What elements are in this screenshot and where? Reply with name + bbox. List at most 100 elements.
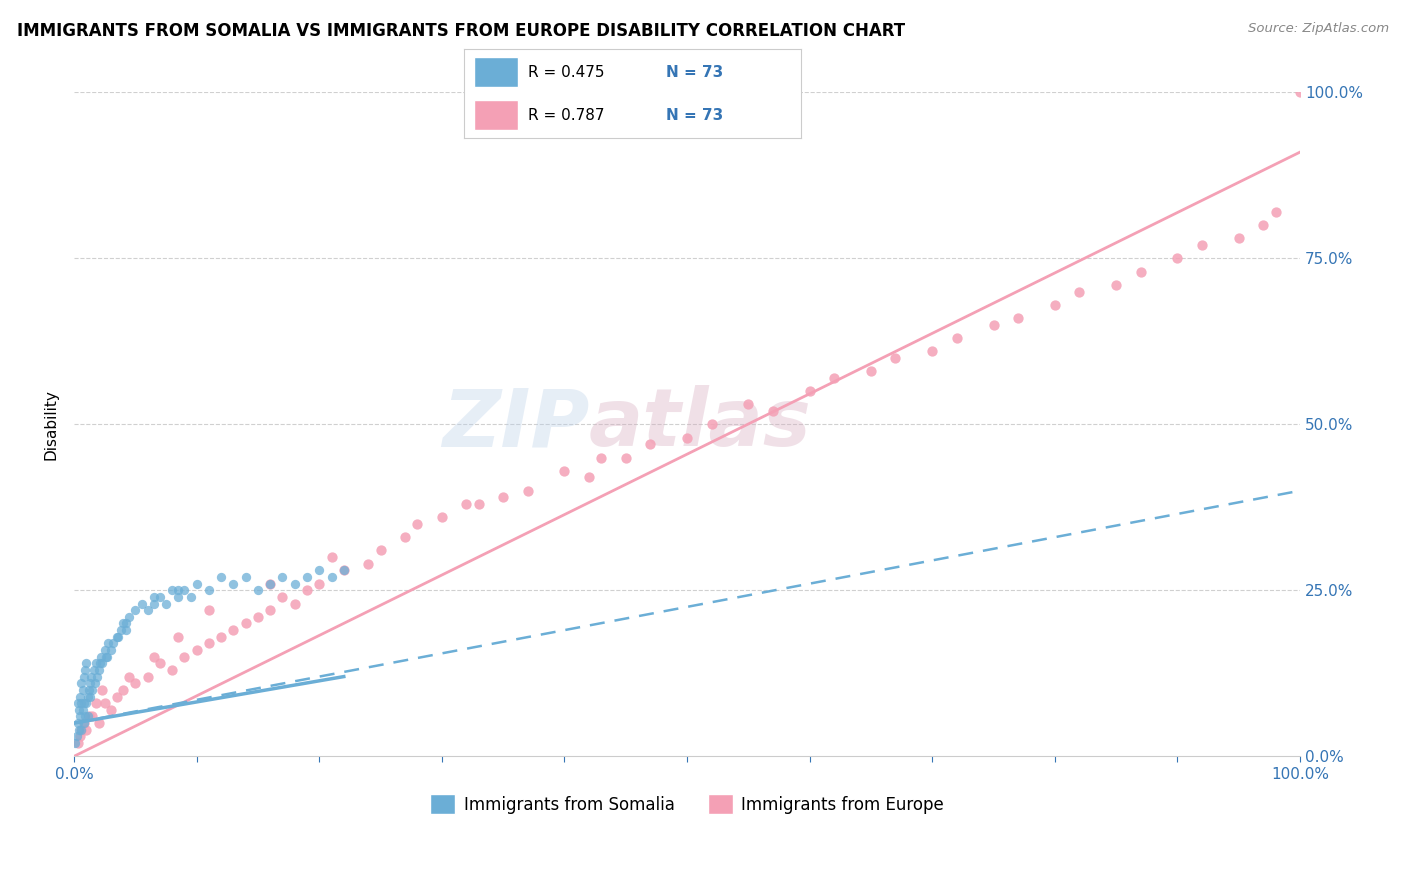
Point <box>142 649 165 664</box>
Point <box>859 364 882 378</box>
Point <box>676 431 699 445</box>
Point <box>73 670 96 684</box>
FancyBboxPatch shape <box>474 57 517 87</box>
Point <box>75 663 97 677</box>
Point <box>105 630 128 644</box>
Point <box>73 716 96 731</box>
Point <box>155 597 177 611</box>
Point <box>73 696 96 710</box>
Point <box>118 610 141 624</box>
Point <box>90 649 112 664</box>
Point <box>91 657 114 671</box>
Point <box>394 530 416 544</box>
Point <box>105 690 128 704</box>
Point <box>114 623 136 637</box>
Point <box>83 663 105 677</box>
Text: N = 73: N = 73 <box>666 65 724 79</box>
Point <box>246 583 269 598</box>
Point <box>73 716 96 731</box>
Point <box>66 736 89 750</box>
Point <box>370 543 392 558</box>
Point <box>67 703 90 717</box>
Point <box>149 657 172 671</box>
FancyBboxPatch shape <box>474 100 517 130</box>
Point <box>100 643 122 657</box>
Point <box>209 570 232 584</box>
Point <box>1043 298 1066 312</box>
Point <box>66 716 89 731</box>
Point <box>198 583 221 598</box>
Point <box>77 709 100 723</box>
Point <box>79 676 101 690</box>
Point <box>222 576 245 591</box>
Point <box>160 583 183 598</box>
Point <box>198 603 221 617</box>
Point <box>131 597 153 611</box>
Point <box>467 497 489 511</box>
Text: Source: ZipAtlas.com: Source: ZipAtlas.com <box>1249 22 1389 36</box>
Point <box>87 663 110 677</box>
Point <box>70 723 93 737</box>
Point <box>114 616 136 631</box>
Point <box>77 682 100 697</box>
Point <box>284 597 307 611</box>
Point <box>167 583 190 598</box>
Point <box>75 696 97 710</box>
Point <box>209 630 232 644</box>
Point <box>308 563 330 577</box>
Point <box>492 491 515 505</box>
Point <box>70 696 93 710</box>
Point <box>1007 311 1029 326</box>
Point <box>553 464 575 478</box>
Point <box>69 709 91 723</box>
Text: N = 73: N = 73 <box>666 108 724 122</box>
Point <box>142 590 165 604</box>
Point <box>1264 205 1286 219</box>
Point <box>235 616 257 631</box>
Point <box>86 670 108 684</box>
Point <box>1251 218 1274 232</box>
Point <box>1227 231 1250 245</box>
Y-axis label: Disability: Disability <box>44 389 58 459</box>
Point <box>295 570 318 584</box>
Text: atlas: atlas <box>589 385 811 463</box>
Point <box>1129 264 1152 278</box>
Point <box>945 331 967 345</box>
Point <box>186 576 208 591</box>
Point <box>124 676 146 690</box>
Point <box>271 590 294 604</box>
Point <box>321 550 343 565</box>
Text: IMMIGRANTS FROM SOMALIA VS IMMIGRANTS FROM EUROPE DISABILITY CORRELATION CHART: IMMIGRANTS FROM SOMALIA VS IMMIGRANTS FR… <box>17 22 905 40</box>
Point <box>222 623 245 637</box>
Point <box>1069 285 1091 299</box>
Text: ZIP: ZIP <box>441 385 589 463</box>
Point <box>284 576 307 591</box>
Point <box>80 670 103 684</box>
Point <box>94 649 117 664</box>
Text: R = 0.787: R = 0.787 <box>529 108 605 122</box>
Point <box>82 682 104 697</box>
Point <box>79 690 101 704</box>
Point <box>118 670 141 684</box>
Point <box>67 723 90 737</box>
Point <box>66 696 89 710</box>
Point <box>76 690 98 704</box>
Point <box>91 682 114 697</box>
Point <box>72 703 94 717</box>
Point <box>65 729 87 743</box>
Point <box>69 690 91 704</box>
Point <box>93 643 115 657</box>
Point <box>100 703 122 717</box>
Point <box>259 576 281 591</box>
Point <box>578 470 600 484</box>
Point <box>333 563 356 577</box>
Point <box>983 318 1005 332</box>
Point <box>357 557 380 571</box>
Point <box>84 657 107 671</box>
Point <box>1105 277 1128 292</box>
Point <box>640 437 662 451</box>
Point <box>430 510 453 524</box>
Point <box>93 696 115 710</box>
Point <box>89 657 111 671</box>
Point <box>456 497 478 511</box>
